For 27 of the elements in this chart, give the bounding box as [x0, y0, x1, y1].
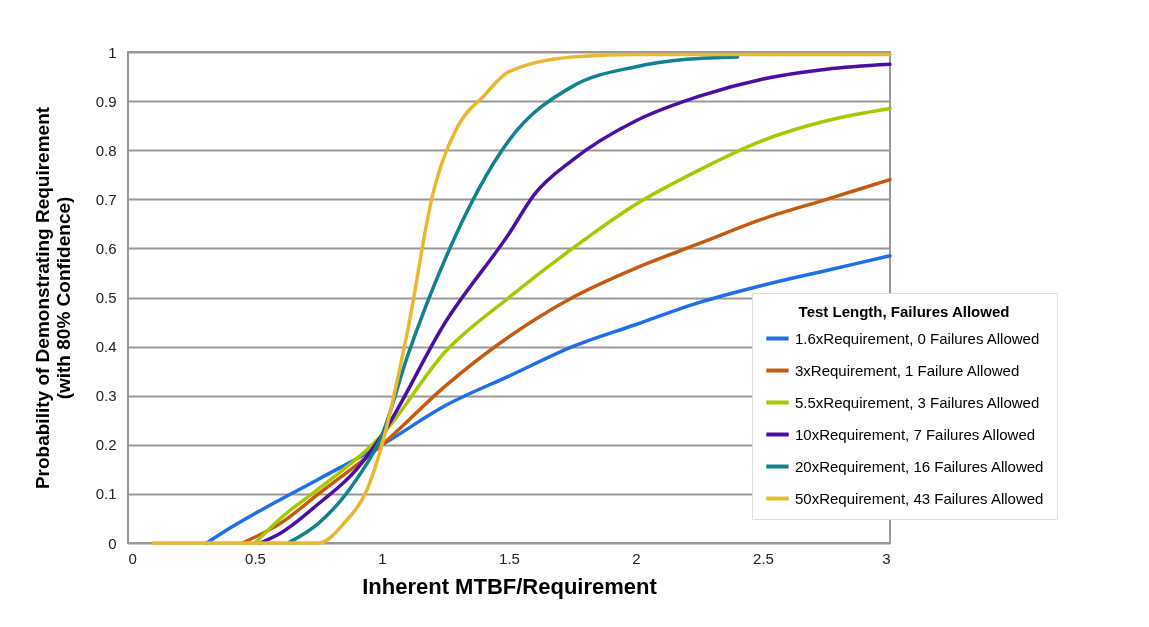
- legend-label: 5.5xRequirement, 3 Failures Allowed: [795, 393, 1040, 411]
- legend-label: 20xRequirement, 16 Failures Allowed: [795, 457, 1044, 475]
- legend-title: Test Length, Failures Allowed: [798, 303, 1010, 320]
- x-tick-label: 2: [632, 549, 641, 567]
- y-tick-label: 0.7: [95, 190, 117, 208]
- y-axis-title: Probability of Demonstrating Requirement (with 80% Confidence): [31, 106, 74, 490]
- legend-label: 3xRequirement, 1 Failure Allowed: [795, 361, 1020, 379]
- x-tick-label: 3: [882, 549, 891, 567]
- x-tick-label: 0.5: [245, 549, 266, 567]
- y-tick-label: 0.5: [95, 289, 117, 306]
- legend-label: 10xRequirement, 7 Failures Allowed: [795, 425, 1036, 443]
- y-tick-label: 0.6: [95, 239, 117, 257]
- x-tick-label: 1.5: [499, 549, 520, 567]
- y-tick-label: 0.4: [95, 338, 117, 356]
- y-tick-label: 0.3: [95, 387, 117, 405]
- legend-label: 50xRequirement, 43 Failures Allowed: [795, 489, 1044, 507]
- y-tick-label: 0.1: [95, 485, 117, 503]
- y-tick-label: 0.2: [95, 436, 117, 454]
- x-tick-label: 2.5: [753, 549, 774, 567]
- x-tick-label: 1: [378, 549, 387, 567]
- y-tick-label: 0: [108, 534, 117, 552]
- legend-label: 1.6xRequirement, 0 Failures Allowed: [795, 329, 1040, 347]
- x-axis-title: Inherent MTBF/Requirement: [362, 573, 658, 599]
- x-tick-label: 0: [128, 549, 137, 567]
- y-tick-label: 0.8: [95, 141, 117, 159]
- y-tick-label: 0.9: [95, 92, 117, 110]
- y-tick-label: 1: [108, 43, 117, 61]
